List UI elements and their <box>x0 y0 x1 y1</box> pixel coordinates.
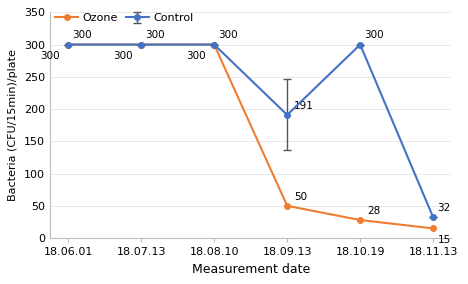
Text: 32: 32 <box>438 203 451 213</box>
Y-axis label: Bacteria (CFU/15min)/plate: Bacteria (CFU/15min)/plate <box>8 49 18 201</box>
Text: 300: 300 <box>219 30 238 40</box>
Text: 28: 28 <box>367 206 380 216</box>
Text: 300: 300 <box>113 51 133 61</box>
Ozone <box>139 43 144 46</box>
Text: 300: 300 <box>72 30 92 40</box>
Text: 300: 300 <box>145 30 165 40</box>
Text: 191: 191 <box>294 101 314 111</box>
Line: Ozone: Ozone <box>66 42 436 231</box>
Text: 50: 50 <box>294 192 307 202</box>
Text: 300: 300 <box>365 30 384 40</box>
X-axis label: Measurement date: Measurement date <box>191 263 310 276</box>
Text: 15: 15 <box>438 235 451 245</box>
Ozone <box>285 204 290 208</box>
Ozone <box>431 227 436 230</box>
Text: 300: 300 <box>186 51 206 61</box>
Ozone <box>358 218 363 222</box>
Legend: Ozone, Control: Ozone, Control <box>55 13 193 23</box>
Ozone <box>212 43 217 46</box>
Text: 300: 300 <box>40 51 60 61</box>
Ozone <box>66 43 71 46</box>
